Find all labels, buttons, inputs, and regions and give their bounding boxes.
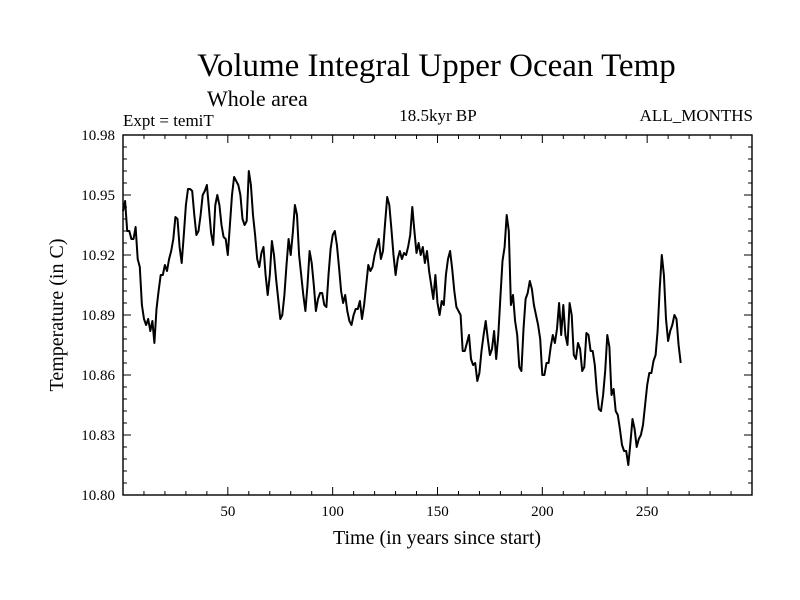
y-axis-label: Temperature (in C) (46, 239, 68, 392)
chart-title: Volume Integral Upper Ocean Temp (197, 48, 676, 84)
y-axis: 10.80 10.83 10.86 10.89 10.92 10.95 10.98 (81, 128, 752, 504)
y-tick-label: 10.92 (81, 248, 115, 264)
x-tick-label: 50 (220, 504, 235, 520)
x-axis-label: Time (in years since start) (333, 527, 541, 549)
y-tick-label: 10.98 (81, 128, 115, 144)
y-tick-label: 10.80 (81, 488, 115, 504)
period-label: 18.5kyr BP (399, 106, 477, 125)
chart-subtitle: Whole area (207, 86, 308, 111)
x-tick-label: 200 (531, 504, 554, 520)
months-label: ALL_MONTHS (639, 106, 753, 125)
y-tick-label: 10.89 (81, 308, 115, 324)
y-tick-label: 10.86 (81, 368, 115, 384)
series-line (122, 170, 682, 466)
x-tick-label: 100 (321, 504, 344, 520)
experiment-label: Expt = temiT (123, 111, 214, 130)
x-tick-label: 150 (426, 504, 449, 520)
x-tick-label: 250 (636, 504, 659, 520)
y-tick-label: 10.83 (81, 428, 115, 444)
series-layer (122, 170, 682, 466)
y-tick-label: 10.95 (81, 188, 115, 204)
x-axis: 50 100 150 200 250 (143, 135, 732, 520)
